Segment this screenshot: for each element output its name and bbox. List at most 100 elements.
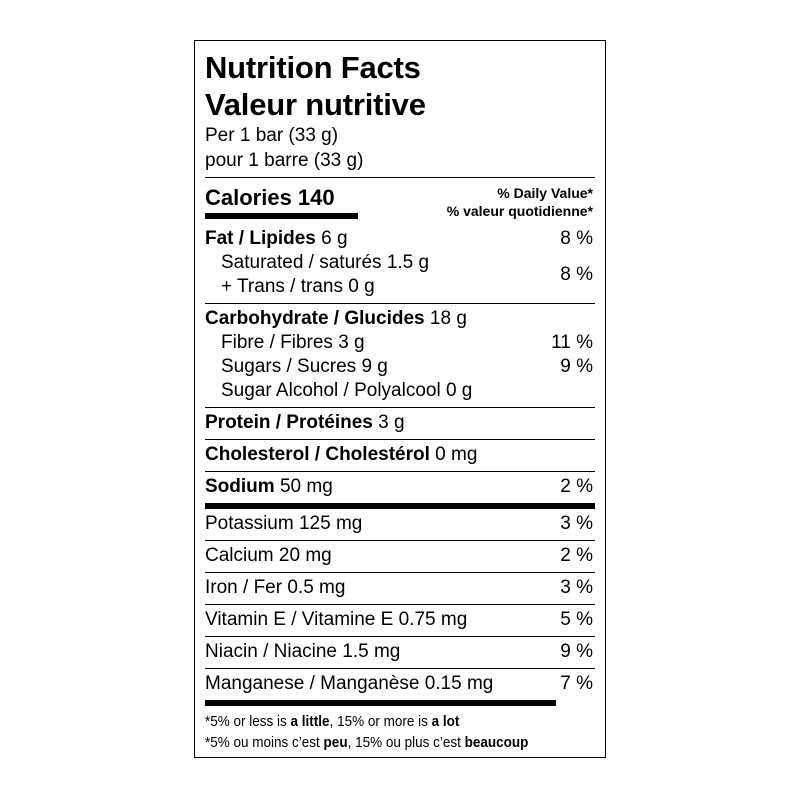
nutrient-label: Manganese / Manganèse 0.15 mg (205, 672, 493, 696)
daily-value-percent: 9 % (560, 356, 593, 377)
nutrient-section: Niacin / Niacine 1.5 mg 9 % (205, 636, 595, 668)
nutrient-amount: Sugar Alcohol / Polyalcool 0 g (221, 380, 473, 401)
nutrient-label: Sugars / Sucres 9 g (221, 355, 388, 379)
nutrient-row: Vitamin E / Vitamine E 0.75 mg 5 % (205, 608, 595, 632)
nutrient-name: Carbohydrate / Glucides (205, 308, 425, 329)
nutrient-section: Protein / Protéines 3 g (205, 407, 595, 439)
nutrient-amount: Sugars / Sucres 9 g (221, 356, 388, 377)
daily-value-percent: 5 % (560, 609, 593, 630)
nutrient-section: Carbohydrate / Glucides 18 g Fibre / Fibr… (205, 303, 595, 407)
nutrient-amount: 3 g (372, 412, 405, 433)
nutrient-row: Niacin / Niacine 1.5 mg 9 % (205, 640, 595, 664)
serving-english: Per 1 bar (33 g) (205, 125, 339, 146)
nutrient-amount: Calcium 20 mg (205, 545, 332, 566)
daily-value-percent (593, 411, 595, 435)
nutrient-row-group: Saturated / saturés 1.5 g + Trans / trans… (205, 251, 595, 299)
footnote-english: *5% or less is a little, 15% or more is … (205, 711, 556, 732)
nutrient-label: Carbohydrate / Glucides 18 g (205, 307, 467, 331)
nutrient-row: Fat / Lipides 6 g 8 % (205, 227, 595, 251)
daily-value-percent: 9 % (560, 641, 593, 662)
nutrient-amount: Vitamin E / Vitamine E 0.75 mg (205, 609, 468, 630)
nutrient-row: Calcium 20 mg 2 % (205, 544, 595, 568)
nutrient-label: Vitamin E / Vitamine E 0.75 mg (205, 608, 467, 632)
nutrition-facts-label: Nutrition Facts Valeur nutritive Per 1 b… (194, 40, 606, 758)
nutrient-label: Sugar Alcohol / Polyalcool 0 g (221, 379, 472, 403)
nutrient-row: Cholesterol / Cholestérol 0 mg (205, 443, 595, 467)
nutrient-amount: Potassium 125 mg (205, 513, 363, 534)
nutrient-amount: Iron / Fer 0.5 mg (205, 577, 346, 598)
serving-french: pour 1 barre (33 g) (205, 150, 364, 171)
nutrient-group-labels: Saturated / saturés 1.5 g + Trans / trans… (205, 251, 429, 299)
nutrient-row: Fibre / Fibres 3 g 11 % (205, 331, 595, 355)
nutrient-amount: Niacin / Niacine 1.5 mg (205, 641, 401, 662)
daily-value-percent (593, 307, 595, 331)
daily-value-percent: 2 % (560, 545, 593, 566)
nutrient-label: Cholesterol / Cholestérol 0 mg (205, 443, 477, 467)
title: Nutrition Facts Valeur nutritive (205, 41, 595, 123)
daily-value-percent (593, 443, 595, 467)
nutrient-row: Saturated / saturés 1.5 g (205, 251, 429, 275)
title-english: Nutrition Facts (205, 50, 421, 85)
footnote-text: *5% or less is (205, 713, 291, 730)
nutrient-amount: 0 mg (429, 444, 478, 465)
nutrient-section: Calcium 20 mg 2 % (205, 540, 595, 572)
footnote-text: , 15% or more is (329, 713, 432, 730)
daily-value-percent (593, 379, 595, 403)
nutrient-row: Carbohydrate / Glucides 18 g (205, 307, 595, 331)
daily-value-header-english: % Daily Value* (497, 185, 593, 201)
nutrient-section: Potassium 125 mg 3 % (205, 503, 595, 540)
serving-size: Per 1 bar (33 g) pour 1 barre (33 g) (205, 123, 595, 177)
daily-value-percent: 7 % (560, 673, 593, 694)
nutrient-amount: 50 mg (274, 476, 333, 497)
footnote-french: *5% ou moins c’est peu, 15% ou plus c’es… (205, 732, 556, 753)
nutrient-row: Manganese / Manganèse 0.15 mg 7 % (205, 672, 595, 696)
nutrient-label: Niacin / Niacine 1.5 mg (205, 640, 400, 664)
nutrient-name: Sodium (205, 476, 275, 497)
nutrient-row: + Trans / trans 0 g (205, 275, 429, 299)
nutrient-name: Fat / Lipides (205, 228, 316, 249)
nutrient-row: Protein / Protéines 3 g (205, 411, 595, 435)
nutrient-label: Fibre / Fibres 3 g (221, 331, 365, 355)
nutrient-label: Potassium 125 mg (205, 512, 362, 536)
nutrient-amount: Fibre / Fibres 3 g (221, 332, 365, 353)
calories: Calories 140 (205, 185, 335, 210)
nutrient-label: Iron / Fer 0.5 mg (205, 576, 345, 600)
footnote-text: , 15% ou plus c’est (347, 734, 465, 751)
nutrient-amount: Manganese / Manganèse 0.15 mg (205, 673, 494, 694)
daily-value-percent: 8 % (560, 228, 593, 249)
nutrient-row: Iron / Fer 0.5 mg 3 % (205, 576, 595, 600)
daily-value-percent: 11 % (551, 332, 593, 353)
nutrient-section: Cholesterol / Cholestérol 0 mg (205, 439, 595, 471)
nutrient-section: Vitamin E / Vitamine E 0.75 mg 5 % (205, 604, 595, 636)
nutrient-section: Sodium 50 mg 2 % (205, 471, 595, 503)
nutrient-label: Saturated / saturés 1.5 g (221, 252, 430, 273)
nutrient-label: Protein / Protéines 3 g (205, 411, 405, 435)
daily-value-header-french: % valeur quotidienne* (446, 203, 593, 219)
nutrient-section: Manganese / Manganèse 0.15 mg 7 % (205, 668, 595, 700)
nutrient-row: Sugar Alcohol / Polyalcool 0 g (205, 379, 595, 403)
daily-value-percent: 3 % (560, 513, 593, 534)
nutrient-section: Fat / Lipides 6 g 8 % Saturated / saturés … (205, 224, 595, 303)
nutrient-sections: Fat / Lipides 6 g 8 % Saturated / saturés … (205, 224, 595, 700)
nutrient-row: Sodium 50 mg 2 % (205, 475, 595, 499)
footnote-bold: beaucoup (464, 734, 529, 751)
nutrient-row: Sugars / Sucres 9 g 9 % (205, 355, 595, 379)
footnote-bold: peu (323, 734, 348, 751)
nutrient-label: Sodium 50 mg (205, 475, 333, 499)
calories-block: Calories 140 % Daily Value* % valeur quo… (205, 177, 595, 224)
footnote-bold: a little (290, 713, 330, 730)
footnote-bold: a lot (431, 713, 460, 730)
footnotes: *5% or less is a little, 15% or more is … (205, 700, 556, 753)
nutrient-name: Protein / Protéines (205, 412, 373, 433)
calories-bar (205, 213, 358, 219)
daily-value-percent: 2 % (560, 476, 593, 497)
nutrient-amount: 18 g (424, 308, 467, 329)
nutrient-name: Cholesterol / Cholestérol (205, 444, 430, 465)
daily-value-percent: 8 % (560, 264, 593, 285)
nutrient-label: + Trans / trans 0 g (221, 276, 375, 297)
nutrient-amount: 6 g (315, 228, 348, 249)
title-french: Valeur nutritive (205, 87, 426, 122)
daily-value-percent: 3 % (560, 577, 593, 598)
nutrient-label: Fat / Lipides 6 g (205, 227, 348, 251)
footnote-text: *5% ou moins c’est (205, 734, 324, 751)
